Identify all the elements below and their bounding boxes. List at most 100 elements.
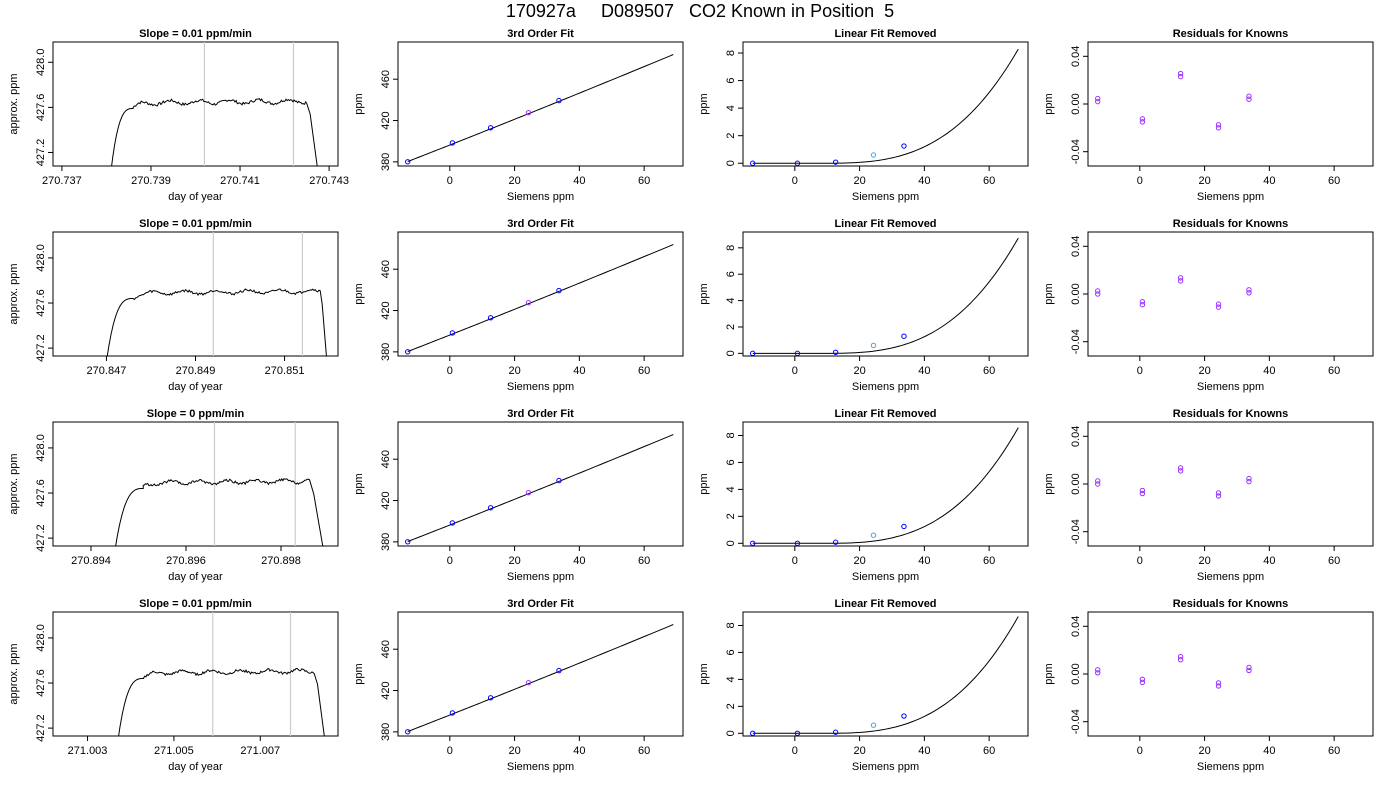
x-tick-label: 271.005 (154, 745, 194, 757)
data-point (794, 540, 801, 546)
plot-frame (1087, 41, 1374, 167)
plot-frame (397, 231, 684, 357)
data-point-replicate (1095, 667, 1101, 673)
data-point-replicate (1246, 93, 1252, 99)
data-point-replicate (1215, 122, 1222, 128)
fit-curve (752, 616, 1019, 734)
x-tick-label: 20 (508, 745, 520, 757)
data-point (449, 330, 456, 336)
x-tick-label: 20 (1198, 745, 1210, 757)
plot-frame (742, 231, 1029, 357)
y-axis-label: approx. ppm (8, 73, 20, 134)
y-axis-label: approx. ppm (8, 643, 20, 704)
y-tick-label: 8 (725, 622, 737, 628)
plot-frame (742, 611, 1029, 737)
data-point (1215, 493, 1222, 499)
y-tick-label: 427.6 (35, 289, 47, 317)
x-tick-label: 20 (1198, 555, 1210, 567)
plot-frame (52, 611, 339, 737)
data-point (525, 679, 532, 686)
y-tick-label: -0.04 (1070, 519, 1082, 544)
x-tick-label: 60 (983, 745, 995, 757)
data-point (1177, 73, 1184, 80)
y-axis-label: ppm (698, 283, 710, 304)
panel-1: Slope = 0.01 ppm/min 270.737 270.739 270.74… (8, 28, 349, 203)
data-point (901, 143, 907, 149)
x-tick-label: 20 (1198, 365, 1210, 377)
x-tick-label: 20 (853, 555, 865, 567)
x-tick-label: 0 (792, 365, 798, 377)
data-point (405, 539, 411, 545)
fit-curve (407, 54, 674, 163)
y-tick-label: 6 (725, 459, 737, 465)
data-point (405, 349, 411, 355)
x-axis-label: day of year (168, 191, 223, 203)
data-point (525, 109, 532, 116)
x-tick-label: 270.898 (261, 555, 301, 567)
data-point-replicate (1246, 475, 1252, 482)
plot-frame (52, 421, 339, 547)
y-tick-label: 427.2 (35, 139, 47, 167)
x-tick-label: 60 (638, 365, 650, 377)
x-tick-label: 40 (918, 175, 930, 187)
y-axis-label: ppm (1043, 283, 1055, 304)
y-tick-label: 0.04 (1070, 236, 1082, 257)
y-tick-label: 420 (380, 491, 392, 509)
x-axis-label: Siemens ppm (852, 761, 919, 773)
fit-curve (752, 48, 1019, 164)
x-tick-label: 0 (1137, 175, 1143, 187)
y-tick-label: 380 (380, 723, 392, 741)
y-tick-label: -0.04 (1070, 139, 1082, 164)
x-tick-label: 60 (983, 555, 995, 567)
concentration-trace (111, 97, 318, 166)
y-tick-label: 0.04 (1070, 426, 1082, 447)
data-point (487, 505, 494, 511)
plot-frame (52, 41, 339, 167)
panel-title: Slope = 0.01 ppm/min (139, 598, 252, 610)
data-point (556, 477, 562, 484)
x-tick-label: 40 (1263, 365, 1275, 377)
y-tick-label: 0.04 (1070, 46, 1082, 67)
data-point-replicate (1177, 465, 1184, 471)
plot-frame (1087, 611, 1374, 737)
data-point (1095, 291, 1101, 297)
concentration-trace (118, 668, 325, 736)
y-tick-label: 428.0 (35, 49, 47, 77)
panel-title: 3rd Order Fit (507, 598, 574, 610)
x-tick-label: 271.007 (240, 745, 280, 757)
panel-title: Residuals for Knowns (1173, 408, 1289, 420)
y-tick-label: 0.00 (1070, 473, 1082, 494)
x-tick-label: 20 (508, 175, 520, 187)
data-point-replicate (1215, 680, 1222, 686)
y-tick-label: 4 (725, 298, 737, 304)
panel-12: Residuals for Knowns 0 20 40 60 -0.04 0.00 0.04… (1043, 408, 1374, 583)
data-point (750, 540, 756, 546)
data-point (556, 667, 562, 674)
panel-title: Linear Fit Removed (834, 408, 936, 420)
panel-title: Residuals for Knowns (1173, 598, 1289, 610)
data-point (1177, 468, 1184, 474)
concentration-trace (115, 477, 324, 546)
data-point (750, 350, 756, 356)
panel-13: Slope = 0.01 ppm/min 271.003 271.005 271.00… (8, 598, 339, 773)
data-point (1215, 683, 1222, 689)
x-tick-label: 20 (508, 365, 520, 377)
y-tick-label: 0.00 (1070, 93, 1082, 114)
y-tick-label: 0.04 (1070, 616, 1082, 637)
y-tick-label: 420 (380, 111, 392, 129)
panel-title: 3rd Order Fit (507, 408, 574, 420)
fit-curve (407, 244, 674, 353)
panel-10: 3rd Order Fit 0 20 40 60 380 420 460 Siemens ppm… (353, 408, 684, 583)
panel-7: Linear Fit Removed 0 20 40 60 0 2 4 6 8 Siemens pp… (698, 218, 1029, 393)
data-point (449, 140, 456, 146)
x-tick-label: 60 (1328, 365, 1340, 377)
x-axis-label: Siemens ppm (852, 381, 919, 393)
y-tick-label: 420 (380, 681, 392, 699)
panel-title: Linear Fit Removed (834, 598, 936, 610)
x-axis-label: Siemens ppm (507, 571, 574, 583)
data-point (1095, 481, 1101, 487)
x-tick-label: 40 (1263, 745, 1275, 757)
data-point (1139, 119, 1146, 125)
x-axis-label: day of year (168, 761, 223, 773)
y-tick-label: 8 (725, 432, 737, 438)
